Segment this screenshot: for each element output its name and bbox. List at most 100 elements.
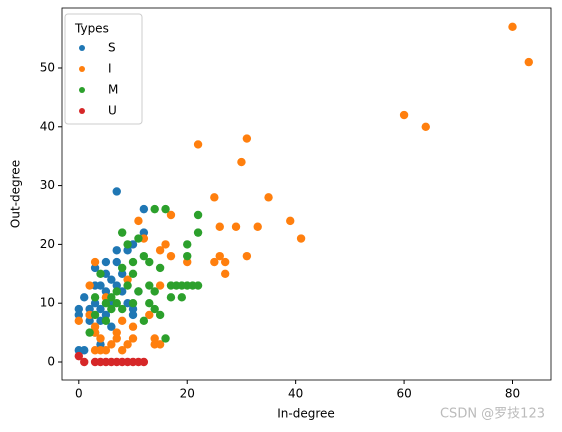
point: [101, 316, 111, 326]
point: [139, 357, 149, 367]
point: [90, 263, 100, 273]
point: [145, 257, 154, 267]
point: [85, 281, 94, 290]
x-tick-label: 60: [396, 387, 411, 401]
point: [150, 334, 159, 343]
point: [128, 322, 138, 331]
legend-label: U: [108, 104, 117, 118]
y-tick-label: 20: [40, 237, 55, 251]
point: [145, 281, 154, 290]
point: [508, 22, 517, 32]
legend-title: Types: [74, 22, 109, 36]
point: [80, 293, 89, 302]
point: [128, 269, 138, 278]
point: [80, 346, 89, 355]
y-tick-label: 40: [40, 119, 55, 133]
point: [96, 334, 105, 343]
point: [134, 234, 143, 243]
x-axis-label: In-degree: [277, 407, 335, 421]
point: [183, 240, 192, 249]
point: [74, 304, 84, 314]
point: [123, 340, 132, 349]
point: [85, 328, 94, 337]
point: [166, 210, 176, 220]
point: [253, 222, 262, 231]
point: [112, 328, 121, 337]
point: [155, 263, 165, 273]
point: [264, 193, 273, 202]
point: [107, 340, 116, 349]
x-tick-label: 80: [505, 387, 520, 401]
point: [96, 304, 105, 314]
point: [107, 322, 116, 331]
point: [101, 257, 111, 267]
point: [107, 304, 116, 314]
point: [90, 293, 100, 302]
point: [80, 357, 89, 367]
point: [150, 304, 159, 314]
point: [96, 340, 105, 349]
point: [112, 281, 121, 290]
point: [183, 257, 192, 267]
point: [210, 257, 219, 267]
legend-marker: [79, 108, 85, 114]
point: [117, 228, 127, 237]
point: [220, 269, 230, 278]
point: [166, 251, 176, 261]
point: [101, 287, 111, 296]
y-tick-label: 50: [40, 60, 55, 74]
point: [101, 299, 111, 308]
x-tick-label: 40: [288, 387, 303, 401]
point: [193, 210, 203, 220]
point: [90, 322, 100, 331]
point: [215, 251, 224, 261]
point: [96, 269, 105, 278]
point: [421, 122, 430, 131]
point: [123, 246, 132, 255]
legend-marker: [79, 87, 85, 93]
point: [107, 293, 116, 302]
point: [112, 287, 121, 296]
y-tick-label: 10: [40, 296, 55, 310]
point: [215, 222, 224, 231]
point: [117, 269, 127, 278]
point: [193, 140, 203, 149]
point: [231, 222, 241, 231]
x-tick-label: 20: [180, 387, 195, 401]
point: [85, 304, 94, 314]
point: [90, 310, 100, 320]
point: [150, 204, 159, 214]
point: [101, 310, 111, 320]
point: [139, 316, 149, 326]
point: [139, 251, 149, 261]
point: [177, 293, 187, 302]
point: [123, 240, 132, 249]
y-tick-label: 30: [40, 178, 55, 192]
point: [150, 287, 159, 296]
point: [134, 216, 143, 226]
point: [296, 234, 306, 243]
point: [117, 316, 127, 326]
x-tick-label: 0: [75, 387, 83, 401]
point: [210, 193, 219, 202]
point: [193, 281, 203, 290]
point: [112, 334, 121, 343]
point: [161, 204, 170, 214]
point: [74, 316, 84, 326]
point: [145, 310, 154, 320]
point: [220, 257, 230, 267]
point: [242, 251, 252, 261]
legend-label: M: [108, 83, 118, 97]
point: [161, 334, 170, 343]
point: [90, 299, 100, 308]
y-axis-label: Out-degree: [9, 160, 23, 228]
point: [117, 304, 127, 314]
point: [155, 246, 165, 255]
plot-frame: [61, 7, 552, 381]
point: [193, 228, 203, 237]
legend-marker: [79, 45, 85, 51]
point: [128, 334, 138, 343]
point: [128, 310, 138, 320]
